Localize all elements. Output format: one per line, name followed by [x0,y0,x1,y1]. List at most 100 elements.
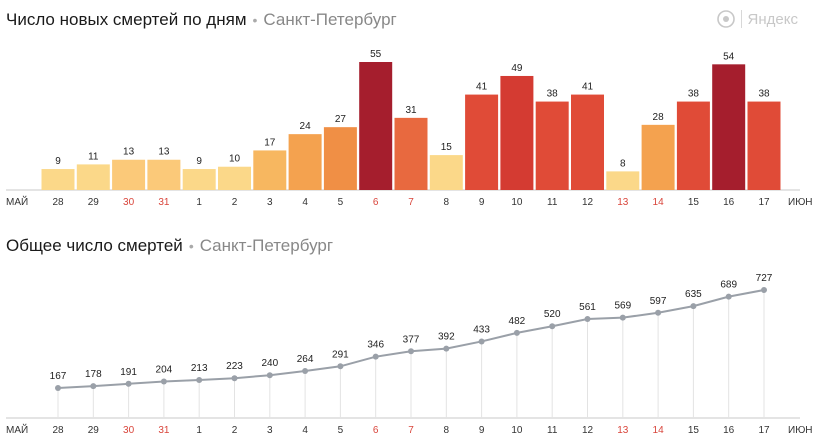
point-value-label: 597 [650,296,667,307]
bar [76,164,110,190]
yandex-brand[interactable]: Яндекс [716,10,798,28]
bar-value-label: 41 [582,82,594,93]
bar [712,64,746,190]
point-value-label: 561 [579,302,596,313]
bar-value-label: 10 [229,154,241,165]
point-value-label: 569 [614,301,631,312]
point-value-label: 264 [297,354,314,365]
x-tick-label: 4 [302,197,308,208]
x-tick-label: 15 [688,425,700,436]
bar-value-label: 17 [264,137,276,148]
data-point [125,380,132,387]
x-month-end-label: ИЮН [788,425,813,436]
bar [641,124,675,190]
x-tick-label: 31 [158,425,170,436]
bar [394,117,428,190]
brand-divider [740,10,742,28]
data-point [90,383,97,390]
bar [288,134,322,190]
bar [535,101,569,190]
x-tick-label: 11 [547,197,558,208]
bar-value-label: 13 [123,147,135,158]
x-tick-label: 30 [123,197,135,208]
data-point [266,372,273,379]
point-value-label: 433 [473,324,490,335]
x-tick-label: 5 [338,425,344,436]
title-separator-dot: • [252,12,258,28]
bar-value-label: 38 [688,89,700,100]
data-point [725,293,732,300]
brand-name: Яндекс [747,10,798,28]
data-point [231,375,238,382]
bar [676,101,710,190]
point-value-label: 482 [509,316,526,327]
x-tick-label: 2 [232,197,238,208]
x-tick-label: 15 [688,197,700,208]
x-tick-label: 11 [547,425,558,436]
point-value-label: 689 [720,280,737,291]
data-point [55,385,61,391]
x-tick-label: 10 [511,425,523,436]
point-value-label: 213 [191,363,208,374]
x-tick-label: 16 [723,425,735,436]
x-tick-label: 9 [479,197,485,208]
data-point [655,309,662,316]
bar-value-label: 38 [547,89,559,100]
x-tick-label: 6 [373,197,379,208]
data-point [761,287,767,293]
x-tick-label: 3 [267,197,273,208]
data-point [372,353,379,360]
x-tick-label: 28 [52,425,64,436]
x-tick-label: 12 [582,197,594,208]
x-tick-label: 29 [88,197,100,208]
x-tick-label: 13 [617,425,629,436]
bar [500,75,534,190]
x-tick-label: 12 [582,425,594,436]
x-tick-label: 3 [267,425,273,436]
point-value-label: 240 [261,358,278,369]
bar-value-label: 11 [88,151,99,162]
bar-chart-title-text: Число новых смертей по дням [6,10,247,29]
bar [218,166,251,190]
x-tick-label: 14 [653,425,665,436]
bar-value-label: 55 [370,49,382,60]
bar [359,62,393,190]
x-tick-label: 4 [302,425,308,436]
line-chart-title: Общее число смертей • Санкт-Петербург [6,236,333,256]
data-point [513,329,520,336]
bar-value-label: 38 [758,89,770,100]
x-tick-label: 6 [373,425,379,436]
x-tick-label: 5 [338,197,344,208]
bar [323,127,357,190]
data-point [584,316,591,323]
bar [606,171,640,190]
bar-value-label: 15 [441,142,453,153]
bar [182,169,216,190]
data-point [443,345,450,352]
bar [429,155,463,190]
point-value-label: 223 [226,361,243,372]
x-tick-label: 2 [232,425,238,436]
x-tick-label: 9 [479,425,485,436]
x-month-start-label: МАЙ [6,423,28,436]
yandex-logo-icon [716,10,735,28]
x-tick-label: 13 [617,197,629,208]
point-value-label: 291 [332,349,349,360]
x-tick-label: 7 [408,197,414,208]
data-point [337,363,344,370]
x-tick-label: 17 [758,197,770,208]
bar-value-label: 24 [300,121,312,132]
point-value-label: 727 [756,273,773,284]
bar-value-label: 9 [55,156,61,167]
bar-chart-title: Число новых смертей по дням • Санкт-Петерб… [6,10,397,30]
point-value-label: 635 [685,289,702,300]
x-tick-label: 8 [444,197,450,208]
data-point [549,323,556,330]
data-point [478,338,485,345]
x-tick-label: 17 [758,425,770,436]
bar-value-label: 8 [620,158,626,169]
line-chart-title-text: Общее число смертей [6,236,183,255]
x-tick-label: 1 [196,197,202,208]
point-value-label: 178 [85,369,102,380]
